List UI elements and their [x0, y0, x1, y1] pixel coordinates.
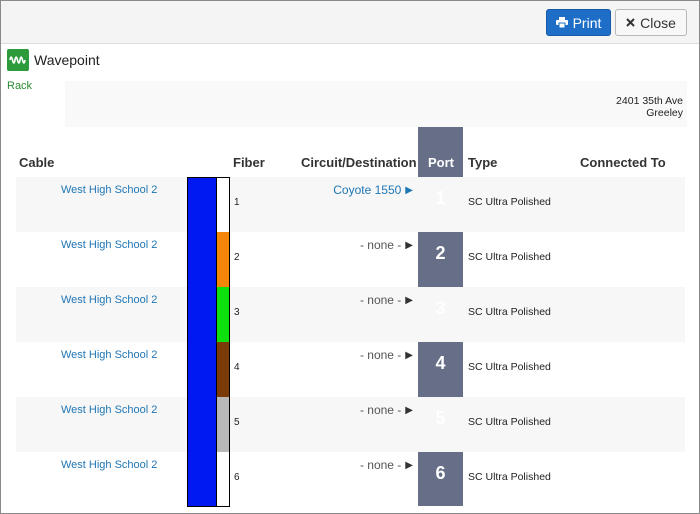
circuit-label: - none - — [359, 348, 402, 362]
circuit-destination: - none - ▶ — [360, 348, 413, 362]
table-row: West High School 2 3 - none - ▶ 3 SC Ultra Po… — [16, 287, 685, 342]
circuit-destination[interactable]: Coyote 1550 ▶ — [333, 183, 413, 197]
connector-type: SC Ultra Polished — [468, 306, 551, 318]
address-street: 2401 35th Ave — [616, 95, 683, 107]
brand-name: Wavepoint — [34, 52, 100, 68]
connector-type: SC Ultra Polished — [468, 361, 551, 373]
address: 2401 35th Ave Greeley — [616, 95, 683, 119]
header-cable: Cable — [19, 155, 55, 170]
fiber-number: 5 — [234, 417, 240, 428]
table-row: West High School 2 2 - none - ▶ 2 SC Ultra Po… — [16, 232, 685, 287]
port-number: 6 — [435, 463, 446, 483]
toolbar: Print Close — [1, 1, 699, 44]
cable-jacket-swatch — [187, 177, 217, 232]
print-label: Print — [572, 14, 602, 31]
play-arrow-icon[interactable]: ▶ — [405, 294, 413, 306]
connector-type: SC Ultra Polished — [468, 416, 551, 428]
header-circuit: Circuit/Destination — [301, 155, 417, 170]
close-label: Close — [640, 14, 676, 31]
fiber-number: 1 — [234, 197, 240, 208]
play-arrow-icon[interactable]: ▶ — [405, 349, 413, 361]
close-button[interactable]: Close — [615, 9, 687, 36]
fiber-number: 6 — [234, 472, 240, 483]
header-type: Type — [468, 155, 498, 170]
circuit-label: - none - — [359, 458, 402, 472]
header-port: Port — [428, 155, 454, 170]
wave-logo-icon — [7, 49, 29, 71]
cable-jacket-swatch — [187, 287, 217, 342]
circuit-destination: - none - ▶ — [360, 293, 413, 307]
fiber-color-swatch — [217, 452, 230, 507]
connector-type: SC Ultra Polished — [468, 196, 551, 208]
fiber-number: 4 — [234, 362, 240, 373]
circuit-destination: - none - ▶ — [360, 403, 413, 417]
play-arrow-icon[interactable]: ▶ — [405, 459, 413, 471]
address-panel: 2401 35th Ave Greeley — [65, 81, 687, 127]
cable-link[interactable]: West High School 2 — [61, 239, 158, 251]
cable-link[interactable]: West High School 2 — [61, 349, 158, 361]
play-arrow-icon[interactable]: ▶ — [405, 184, 413, 196]
address-city: Greeley — [646, 107, 683, 119]
cable-jacket-swatch — [187, 452, 217, 507]
cable-jacket-swatch — [187, 397, 217, 452]
circuit-label: - none - — [359, 403, 402, 417]
port-number: 1 — [435, 188, 446, 208]
circuit-destination: - none - ▶ — [360, 458, 413, 472]
connector-type: SC Ultra Polished — [468, 471, 551, 483]
circuit-destination: - none - ▶ — [360, 238, 413, 252]
circuit-label: - none - — [359, 293, 402, 307]
fiber-color-swatch — [217, 287, 230, 342]
table-row: West High School 2 6 - none - ▶ 6 SC Ultra Po… — [16, 452, 685, 507]
close-icon — [626, 18, 635, 27]
table-row: West High School 2 1 Coyote 1550 ▶ 1 SC Ultra… — [16, 177, 685, 232]
fiber-color-swatch — [217, 397, 230, 452]
rack-link[interactable]: Rack — [7, 80, 33, 92]
header-connected-to: Connected To — [580, 155, 666, 170]
cable-jacket-swatch — [187, 342, 217, 397]
circuit-label: Coyote 1550 — [333, 183, 402, 197]
cable-jacket-swatch — [187, 232, 217, 287]
cable-link[interactable]: West High School 2 — [61, 404, 158, 416]
fiber-color-swatch — [217, 342, 230, 397]
header-fiber: Fiber — [233, 155, 265, 170]
port-number: 4 — [435, 353, 446, 373]
port-number: 2 — [435, 243, 446, 263]
fiber-number: 2 — [234, 252, 240, 263]
fiber-number: 3 — [234, 307, 240, 318]
print-button[interactable]: Print — [546, 9, 611, 36]
cable-link[interactable]: West High School 2 — [61, 184, 158, 196]
fiber-color-swatch — [217, 232, 230, 287]
cable-link[interactable]: West High School 2 — [61, 459, 158, 471]
table-row: West High School 2 4 - none - ▶ 4 SC Ultra Po… — [16, 342, 685, 397]
printer-icon — [555, 17, 568, 28]
fiber-color-swatch — [217, 177, 230, 232]
port-number: 5 — [435, 408, 446, 428]
brand-header: Wavepoint — [7, 49, 100, 71]
cable-link[interactable]: West High School 2 — [61, 294, 158, 306]
table-row: West High School 2 5 - none - ▶ 5 SC Ultra Po… — [16, 397, 685, 452]
circuit-label: - none - — [359, 238, 402, 252]
port-number: 3 — [435, 298, 446, 318]
play-arrow-icon[interactable]: ▶ — [405, 404, 413, 416]
connector-type: SC Ultra Polished — [468, 251, 551, 263]
play-arrow-icon[interactable]: ▶ — [405, 239, 413, 251]
